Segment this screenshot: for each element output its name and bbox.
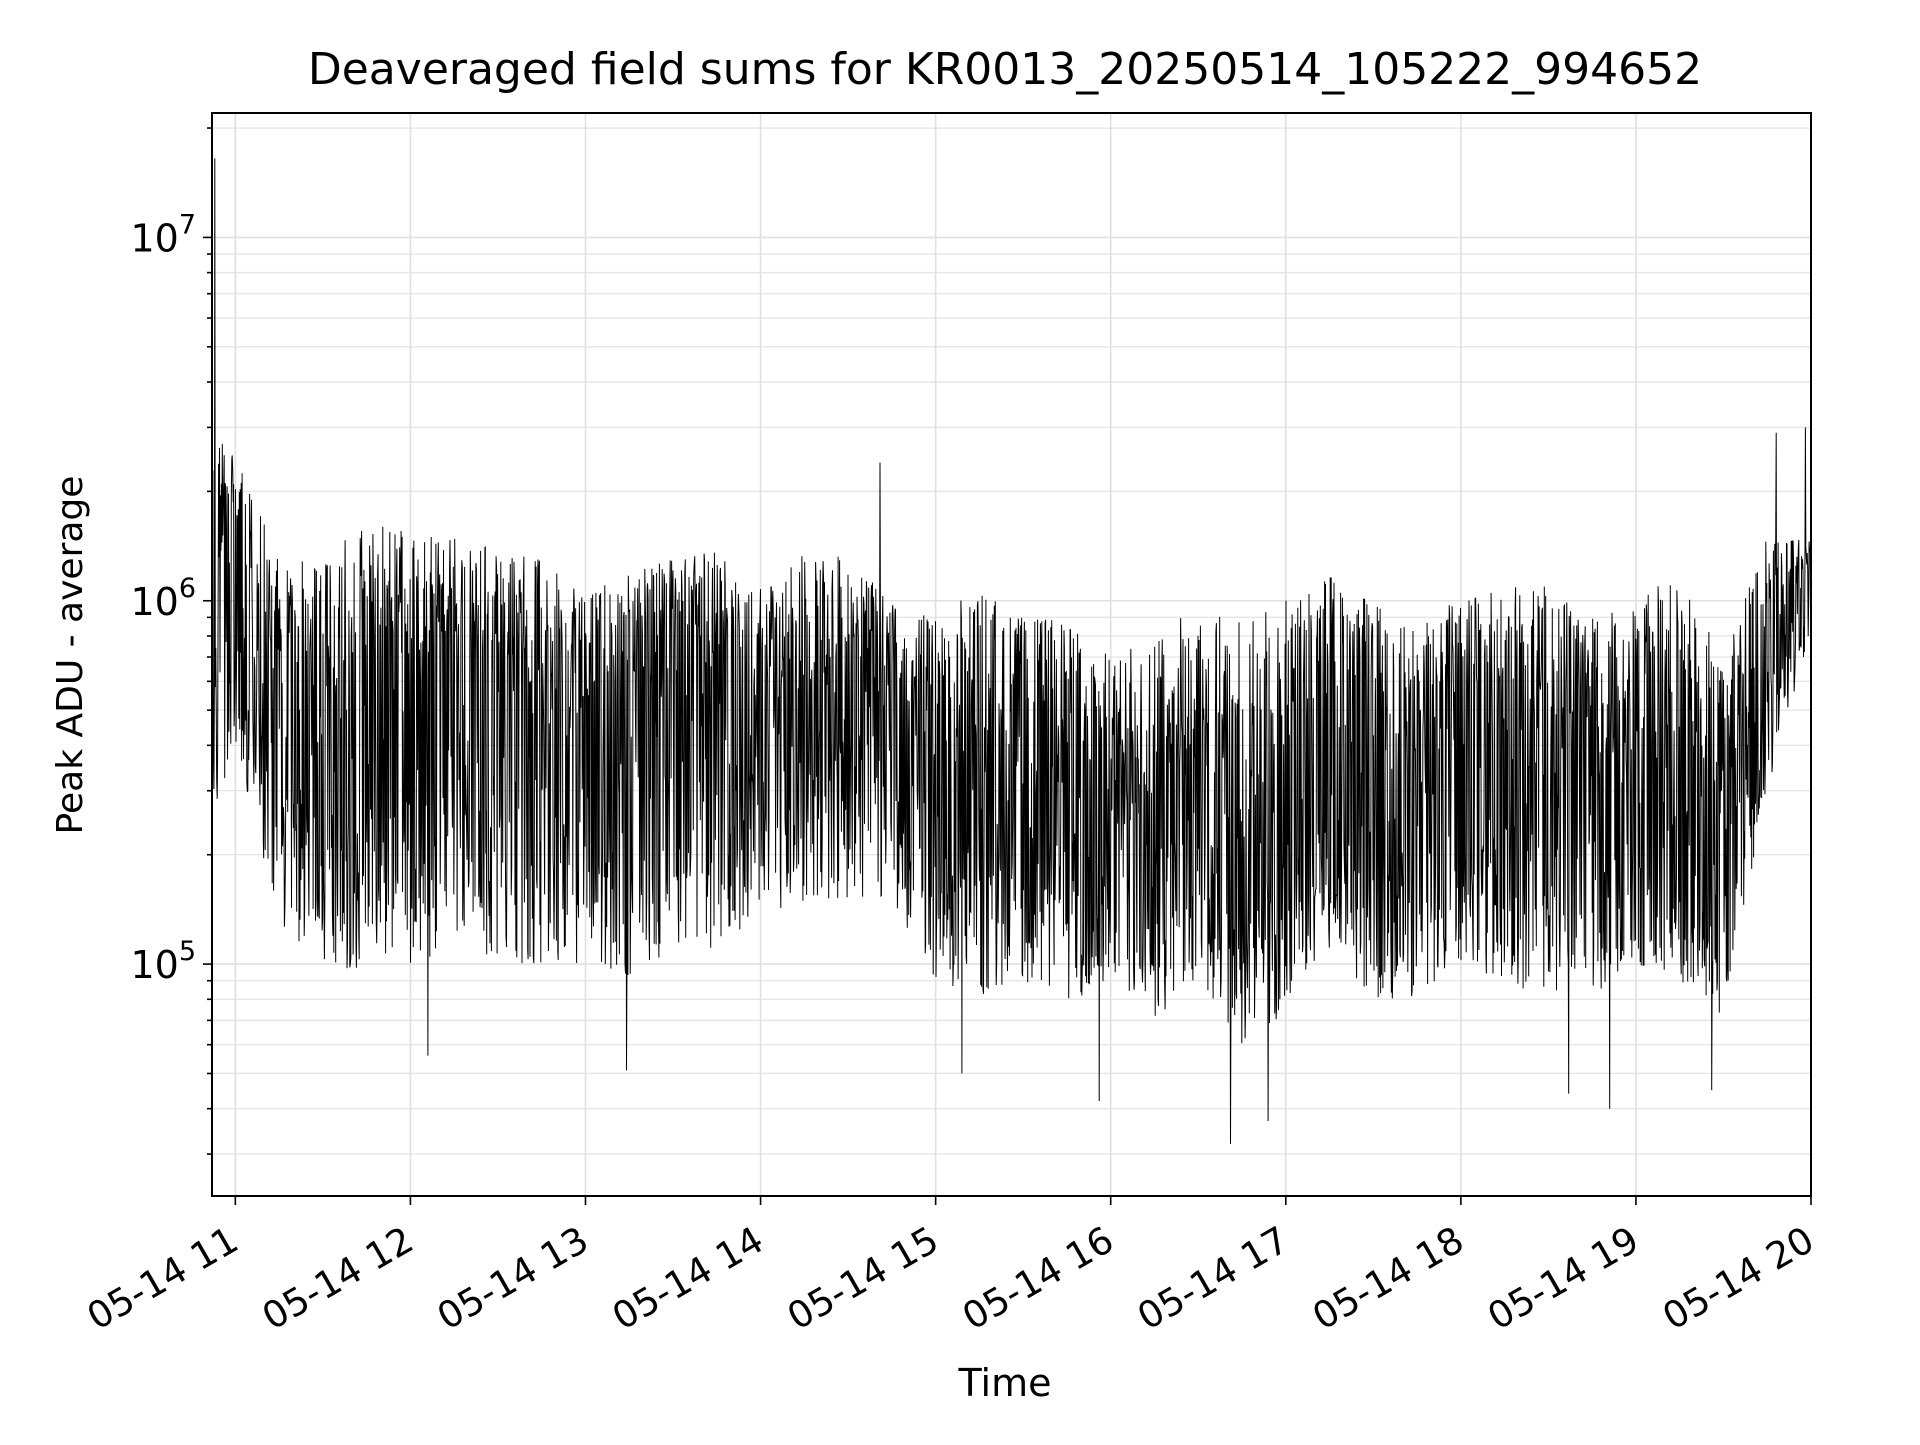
chart-title: Deaveraged field sums for KR0013_2025051… — [308, 44, 1702, 95]
x-axis-label: Time — [958, 1361, 1052, 1405]
y-axis-label: Peak ADU - average — [50, 476, 91, 835]
series-line — [211, 158, 1812, 1144]
plot-frame — [211, 112, 1812, 1197]
y-tick-label: 105 — [130, 936, 196, 987]
y-tick-label: 107 — [130, 209, 196, 260]
series-layer — [211, 158, 1812, 1144]
y-tick-label: 106 — [130, 573, 196, 624]
